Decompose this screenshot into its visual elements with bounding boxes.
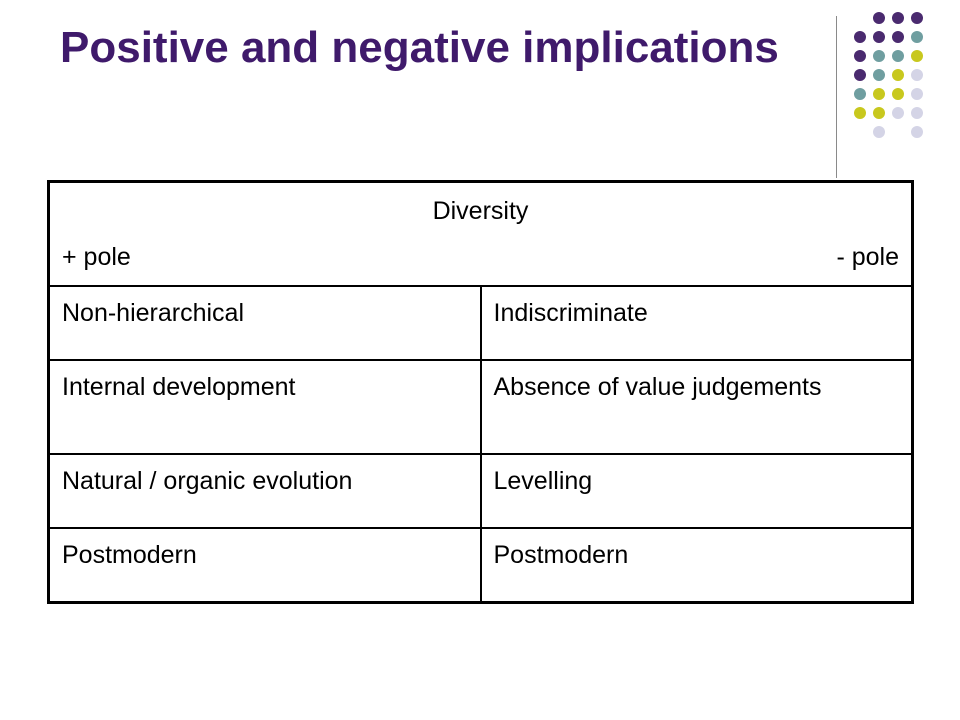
decorative-dot xyxy=(892,31,904,43)
negative-cell: Postmodern xyxy=(479,527,914,604)
decorative-dot xyxy=(873,88,885,100)
decorative-dot xyxy=(911,50,923,62)
decorative-dot xyxy=(873,126,885,138)
decorative-dot xyxy=(892,88,904,100)
left-pole-label: + pole xyxy=(62,243,131,271)
right-pole-label: - pole xyxy=(836,243,899,271)
decorative-dot xyxy=(854,31,866,43)
decorative-dot xyxy=(892,12,904,24)
positive-cell: Non-hierarchical xyxy=(47,285,482,361)
decorative-dot-grid xyxy=(854,12,934,152)
decorative-dot xyxy=(873,12,885,24)
table-header-cell: Diversity + pole - pole xyxy=(47,180,914,287)
decorative-dot xyxy=(854,88,866,100)
table-row: Natural / organic evolution Levelling xyxy=(47,453,914,529)
decorative-dot xyxy=(892,50,904,62)
decorative-dot xyxy=(854,69,866,81)
decorative-dot xyxy=(854,50,866,62)
slide-title: Positive and negative implications xyxy=(60,23,779,72)
decorative-dot xyxy=(911,12,923,24)
positive-cell: Postmodern xyxy=(47,527,482,604)
decorative-dot xyxy=(911,69,923,81)
decorative-dot xyxy=(911,88,923,100)
divider-line xyxy=(836,16,837,178)
decorative-dot xyxy=(911,31,923,43)
comparison-table: Diversity + pole - pole Non-hierarchical… xyxy=(47,180,914,604)
positive-cell: Internal development xyxy=(47,359,482,455)
positive-cell: Natural / organic evolution xyxy=(47,453,482,529)
table-row: Non-hierarchical Indiscriminate xyxy=(47,285,914,361)
decorative-dot xyxy=(892,107,904,119)
table-row: Postmodern Postmodern xyxy=(47,527,914,604)
negative-cell: Indiscriminate xyxy=(479,285,914,361)
negative-cell: Levelling xyxy=(479,453,914,529)
table-row: Internal development Absence of value ju… xyxy=(47,359,914,455)
decorative-dot xyxy=(873,50,885,62)
decorative-dot xyxy=(873,31,885,43)
decorative-dot xyxy=(854,107,866,119)
decorative-dot xyxy=(911,126,923,138)
negative-cell: Absence of value judgements xyxy=(479,359,914,455)
decorative-dot xyxy=(911,107,923,119)
decorative-dot xyxy=(873,69,885,81)
decorative-dot xyxy=(873,107,885,119)
table-heading: Diversity xyxy=(432,197,529,225)
decorative-dot xyxy=(892,69,904,81)
